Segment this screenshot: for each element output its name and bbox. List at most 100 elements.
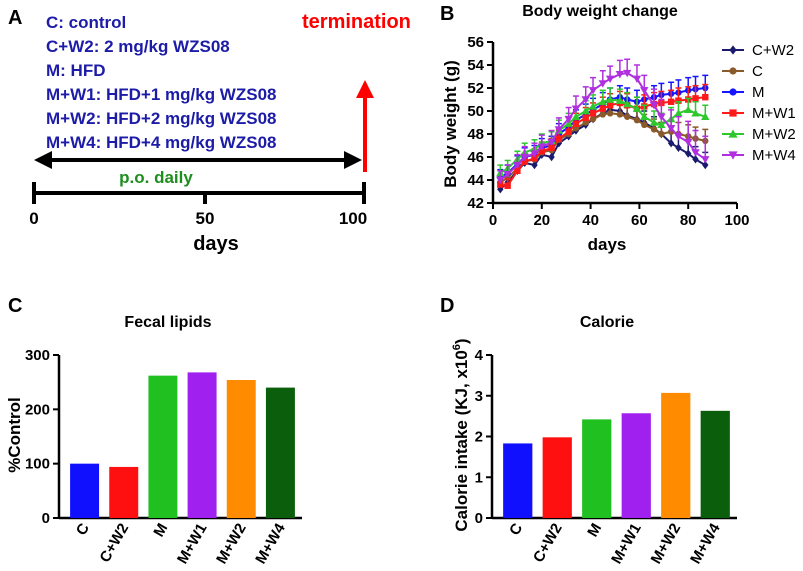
data-point	[702, 160, 709, 170]
panel-b-ytick-label: 46	[467, 149, 484, 166]
panel-d-category-label: M+W2	[648, 521, 685, 567]
data-point	[582, 114, 589, 122]
data-point	[548, 144, 555, 151]
panel-c-category-label: C	[73, 520, 93, 538]
legend-label: M+W1	[752, 105, 796, 122]
data-point	[615, 96, 625, 104]
panel-c-ytick-label: 300	[25, 347, 50, 364]
data-point	[565, 128, 572, 135]
panel-d-ytick-label: 3	[475, 388, 483, 405]
data-point	[650, 126, 658, 133]
data-point	[701, 112, 710, 120]
panel-d-bar-m-plus-w2	[661, 392, 691, 518]
data-point	[571, 105, 581, 113]
timeline-tick-label-100: 100	[339, 209, 367, 228]
panel-b-xtick-label: 40	[582, 212, 599, 229]
data-point	[598, 97, 607, 105]
data-point	[675, 97, 682, 104]
legend-marker	[729, 109, 737, 117]
panel-d-ytick-label: 2	[475, 429, 483, 446]
data-point	[513, 161, 522, 170]
panel-c-bar-c	[70, 463, 100, 518]
data-point	[684, 105, 693, 114]
legend-item-m: M	[722, 84, 765, 101]
treatment-line-6: M+W4: HFD+4 mg/kg WZS08	[46, 133, 276, 152]
panel-c-bar-m-plus-w4	[265, 387, 295, 518]
data-point	[684, 138, 693, 147]
panel-c-bar-m-plus-w2	[226, 379, 256, 518]
data-point	[589, 110, 597, 117]
data-point	[615, 71, 625, 79]
panel-c-category-label: C+W2	[96, 521, 132, 566]
data-point	[632, 75, 642, 83]
panel-d-ylabel: Calorie intake (KJ, x106)	[451, 338, 471, 531]
data-point	[692, 155, 699, 164]
panel-d-bar-c	[503, 443, 533, 518]
panel-b-xtick-label: 0	[489, 212, 497, 229]
data-point	[605, 75, 615, 83]
data-point	[606, 110, 614, 117]
panel-c-letter: C	[8, 295, 22, 317]
data-point	[599, 111, 606, 118]
data-point	[641, 121, 648, 128]
panel-c-title: Fecal lipids	[124, 314, 211, 331]
panel-d-ylabel-end: )	[452, 338, 471, 344]
panel-c-plot: 0 100 200 300 C C+W2 M M+W1 M+W2 M+W4	[25, 347, 302, 567]
data-point	[503, 171, 512, 179]
data-point	[605, 95, 615, 103]
data-point	[599, 105, 606, 112]
panel-d-ylabel-sup: 6	[451, 344, 463, 350]
data-point	[531, 154, 538, 162]
panel-d-category-label: M+W4	[687, 520, 724, 567]
data-point	[564, 115, 573, 124]
data-point	[685, 149, 692, 158]
treatment-line-4: M+W1: HFD+1 mg/kg WZS08	[46, 85, 276, 104]
panel-d-bar-m	[582, 419, 612, 518]
data-point	[674, 109, 683, 117]
panel-d-ytick-label: 0	[475, 510, 483, 527]
data-point	[616, 111, 624, 118]
data-point	[691, 149, 700, 157]
panel-b-legend: C+W2 CM M+W1 M+W2 M+W4	[722, 42, 796, 164]
data-point	[606, 102, 614, 109]
legend-marker	[729, 88, 737, 96]
panel-d-bar-m-plus-w1	[621, 413, 651, 518]
panel-b-ytick-label: 50	[467, 103, 484, 120]
legend-label: M+W4	[752, 147, 796, 164]
series-m-plus-w4	[496, 58, 710, 185]
data-point	[667, 98, 675, 105]
treatment-legend: C: control C+W2: 2 mg/kg WZS08 M: HFD M+…	[46, 13, 276, 152]
panel-c-ytick-label: 100	[25, 456, 50, 473]
data-point	[624, 113, 631, 120]
panel-d-letter: D	[440, 295, 454, 317]
panel-d-category-label: M	[584, 521, 605, 540]
panel-a-letter: A	[8, 7, 22, 29]
legend-marker	[728, 129, 738, 138]
panel-b-ytick-label: 52	[467, 80, 484, 97]
data-point	[649, 118, 659, 126]
treatment-line-3: M: HFD	[46, 61, 105, 80]
data-point	[497, 181, 504, 188]
data-point	[632, 104, 642, 112]
series-line	[499, 112, 706, 184]
panel-c-ylabel: %Control	[5, 397, 24, 473]
data-point	[531, 160, 538, 170]
data-point	[589, 115, 597, 123]
panel-c-bar-c-plus-w2	[109, 466, 139, 518]
data-point	[674, 133, 683, 141]
data-point	[658, 130, 665, 138]
data-point	[649, 102, 659, 110]
timeline-tick-label-0: 0	[29, 209, 38, 228]
panel-b-ytick-label: 44	[467, 172, 484, 189]
panel-d: D Calorie Calorie intake (KJ, x106) 0 1 2 3…	[440, 295, 737, 567]
treatment-line-1: C: control	[46, 13, 126, 32]
panel-c-bar-m-plus-w1	[187, 372, 217, 518]
treatment-line-2: C+W2: 2 mg/kg WZS08	[46, 37, 230, 56]
legend-marker	[729, 67, 737, 75]
legend-item-m-plus-w1: M+W1	[722, 105, 796, 122]
data-point	[572, 120, 580, 127]
data-point	[702, 94, 709, 101]
legend-item-m-plus-w2: M+W2	[722, 126, 796, 143]
